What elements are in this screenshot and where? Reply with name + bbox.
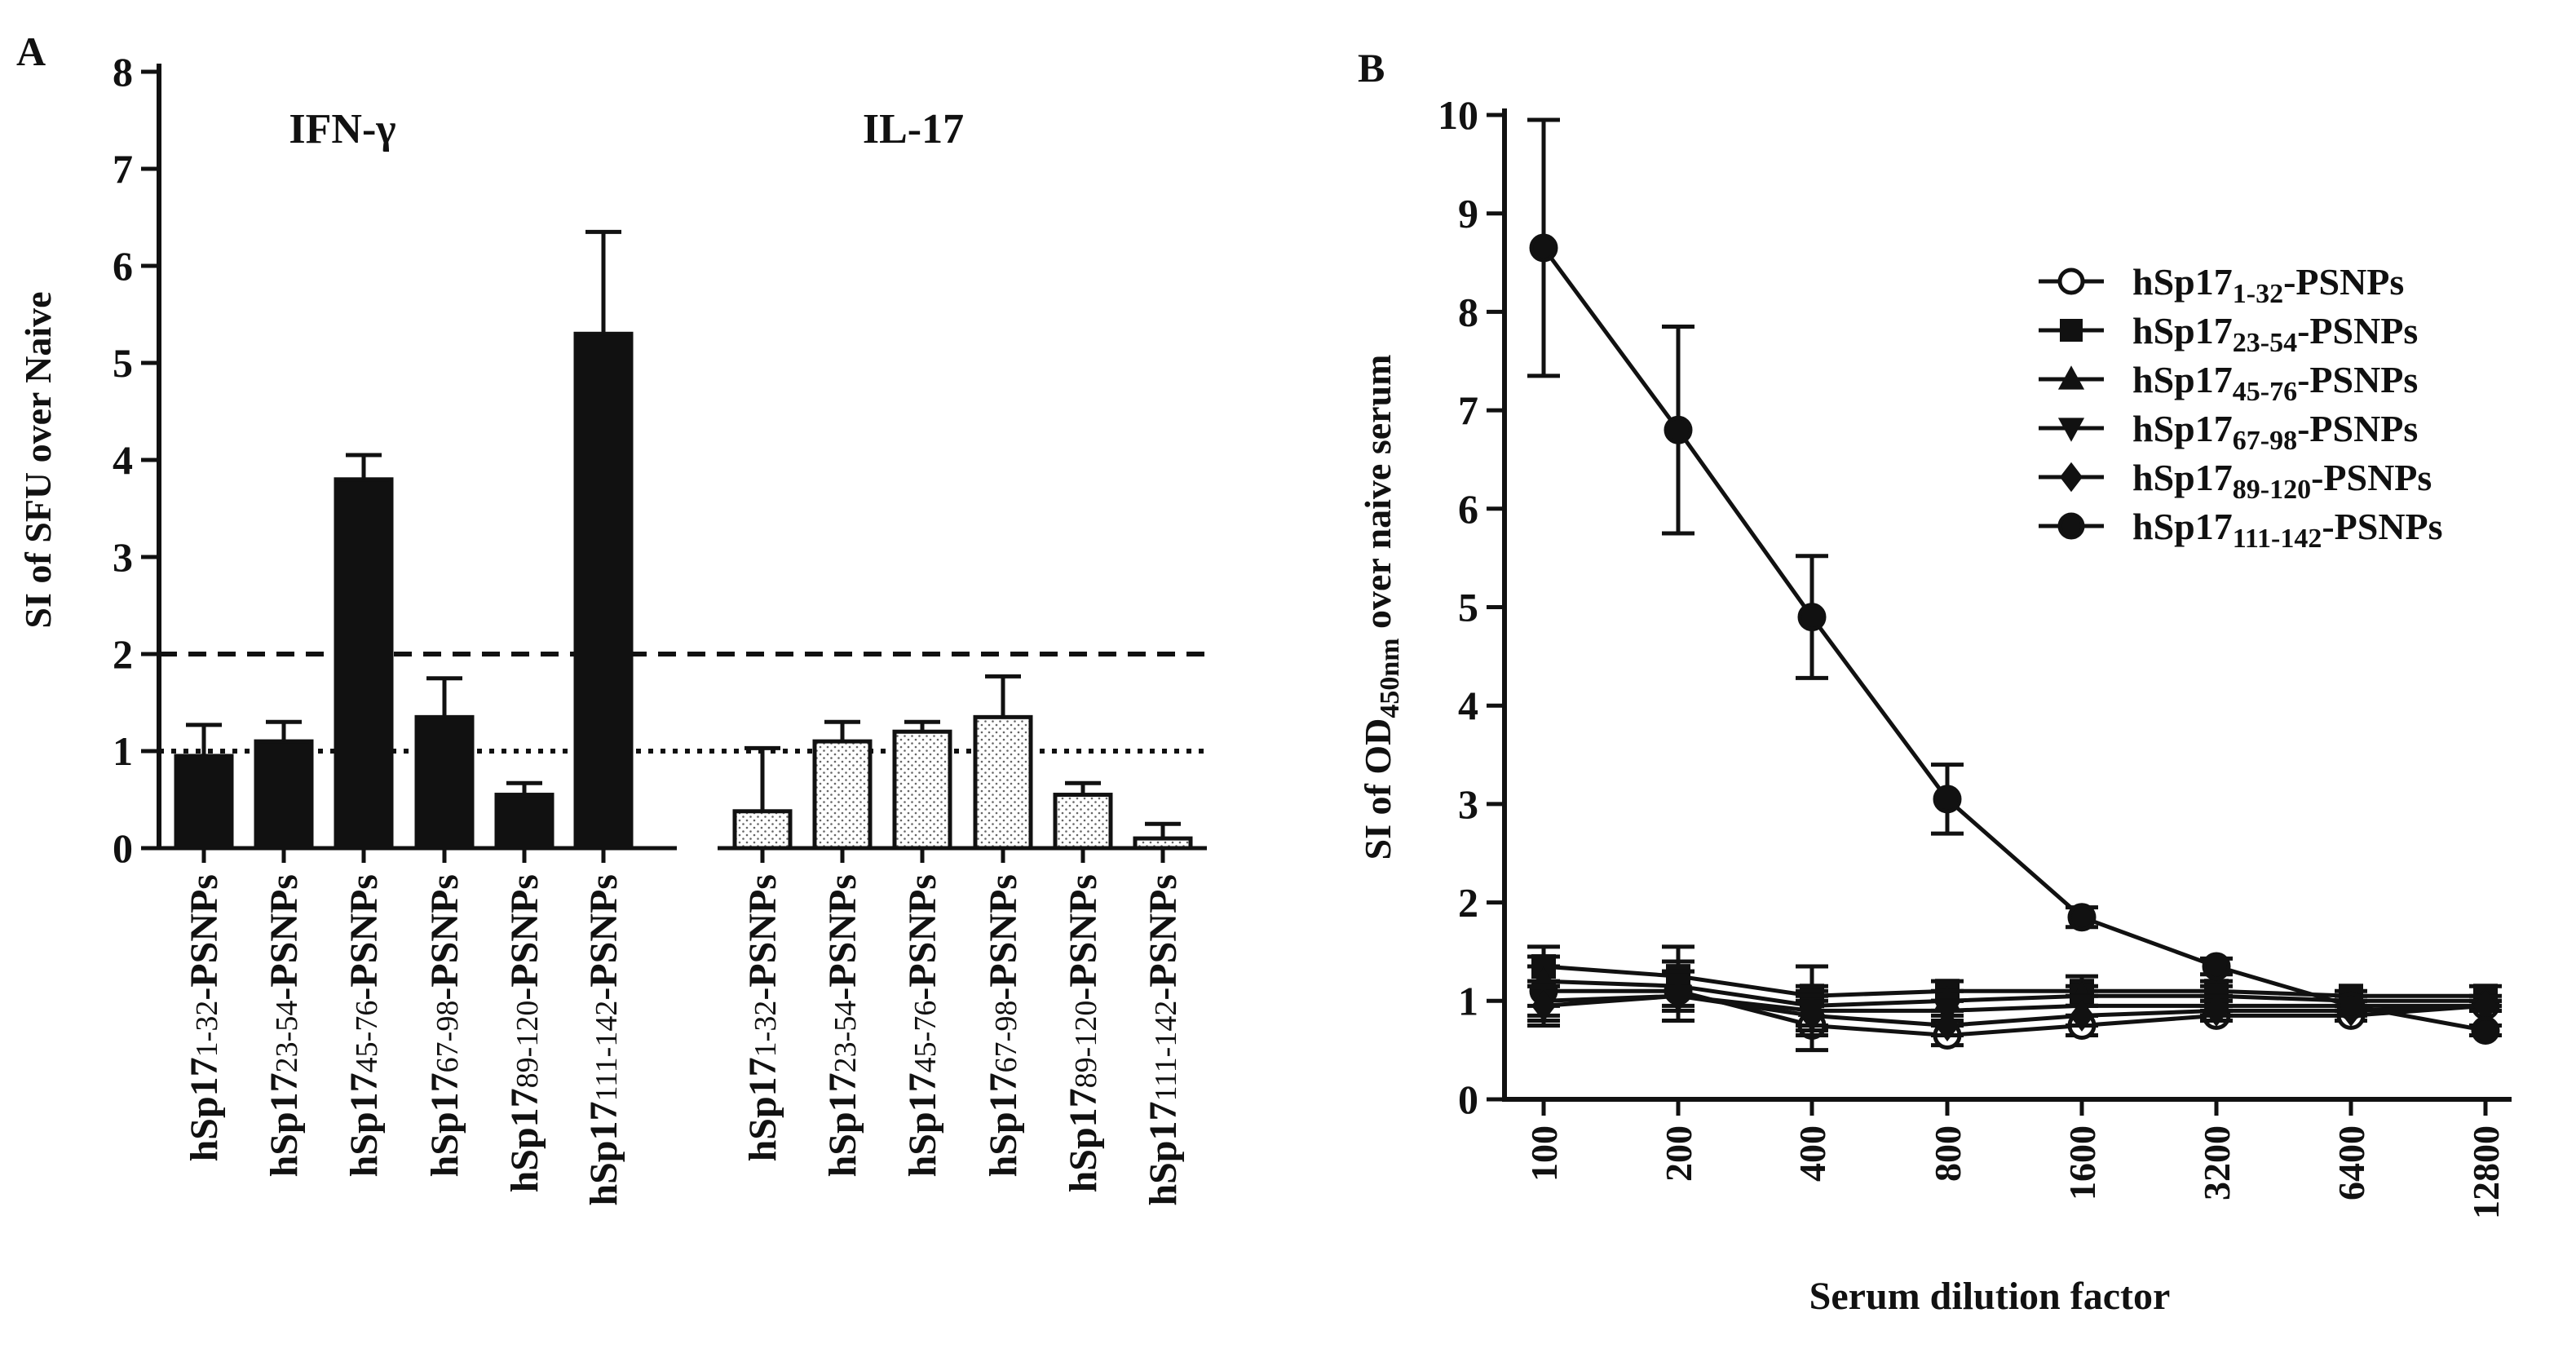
y-tick-label-b: 6: [1458, 486, 1478, 532]
x-tick-label-a: hSp1745-76-PSNPs: [342, 874, 386, 1177]
y-tick-label-b: 1: [1458, 978, 1478, 1023]
x-tick-label-a: hSp1723-54-PSNPs: [263, 874, 306, 1177]
x-tick-label-a: hSp1723-54-PSNPs: [821, 874, 864, 1177]
y-tick-label-a: 8: [113, 49, 133, 95]
legend-entry: hSp1789-120-PSNPs: [2132, 457, 2432, 505]
y-tick-label-b: 2: [1458, 880, 1478, 926]
legend-marker: [2057, 512, 2085, 540]
bar-ifn-67-98: [414, 714, 475, 851]
bar-il17-45-76: [892, 729, 952, 851]
y-tick-label-b: 4: [1458, 683, 1478, 728]
x-tick-label-b: 100: [1523, 1125, 1565, 1182]
y-tick-label-b: 8: [1458, 289, 1478, 334]
panel-label-a: A: [16, 29, 46, 74]
y-tick-label-b: 7: [1458, 387, 1478, 433]
data-point: [1933, 785, 1962, 814]
y-tick-label-b: 5: [1458, 585, 1478, 630]
data-point: [2473, 989, 2498, 1022]
x-tick-label-b: 6400: [2331, 1125, 2372, 1200]
legend-entry: hSp1767-98-PSNPs: [2132, 408, 2418, 456]
x-tick-label-b: 800: [1927, 1125, 1968, 1182]
x-tick-label-b: 12800: [2465, 1125, 2507, 1219]
y-tick-label-a: 1: [113, 728, 133, 774]
legend-marker: [2060, 462, 2083, 493]
panel-b: B 0 1 2 3 4 5 6 7 8 9 10 100 200 400 800 1600 3200 6400 128…: [1357, 45, 2512, 1318]
legend-entry: hSp17111-142-PSNPs: [2132, 506, 2443, 554]
series-line-23-54: [1543, 964, 2485, 998]
x-tick-label-a: hSp1789-120-PSNPs: [503, 874, 546, 1192]
y-tick-label-a: 2: [113, 631, 133, 677]
group-title-il-17: IL-17: [863, 106, 964, 153]
data-point: [1800, 999, 1824, 1032]
x-tick-label-a: hSp1767-98-PSNPs: [423, 874, 466, 1177]
y-tick-label-a: 6: [113, 243, 133, 289]
y-tick-label-a: 5: [113, 340, 133, 386]
data-point: [1797, 603, 1827, 632]
bar-il17-111-142: [1133, 836, 1193, 851]
bar-ifn-111-142: [573, 331, 634, 851]
x-tick-label-b: 1600: [2061, 1125, 2103, 1200]
x-tick-label-a: hSp17111-142-PSNPs: [582, 874, 625, 1206]
x-axis-label-b: Serum dilution factor: [1809, 1275, 2171, 1318]
legend-entry: hSp1723-54-PSNPs: [2132, 310, 2418, 358]
panel-label-b: B: [1358, 45, 1385, 91]
data-point: [2067, 903, 2097, 932]
legend-marker: [2057, 418, 2085, 442]
data-point: [1664, 415, 1693, 444]
bar-ifn-1-32: [174, 754, 234, 851]
x-tick-label-a: hSp1767-98-PSNPs: [982, 874, 1025, 1177]
y-tick-label-b: 10: [1438, 92, 1478, 138]
x-tick-label-a: hSp171-32-PSNPs: [741, 874, 784, 1161]
x-tick-label-b: 200: [1658, 1125, 1699, 1182]
series-line-111-142: [1541, 246, 2486, 1032]
y-tick-label-a: 0: [113, 825, 133, 871]
bar-il17-89-120: [1053, 793, 1113, 851]
data-point: [2070, 999, 2094, 1032]
y-tick-label-a: 3: [113, 534, 133, 580]
bar-il17-23-54: [812, 739, 873, 851]
bar-ifn-23-54: [254, 739, 314, 851]
legend: hSp171-32-PSNPshSp1723-54-PSNPshSp1745-7…: [2039, 261, 2443, 554]
legend-marker: [2057, 267, 2085, 295]
legend-marker: [2060, 319, 2083, 342]
data-point: [1529, 233, 1558, 263]
x-tick-label-a: hSp171-32-PSNPs: [183, 874, 226, 1161]
panel-a: A 0 1 2 3 4 5 6 7 8 SI of SFU over Naive IFN-γ hSp17…: [16, 29, 1207, 1206]
bar-il17-1-32: [732, 809, 793, 851]
legend-entry: hSp1745-76-PSNPs: [2132, 359, 2418, 407]
data-point: [1531, 989, 1556, 1022]
data-point: [2204, 994, 2229, 1027]
x-tick-label-a: hSp1745-76-PSNPs: [901, 874, 944, 1177]
x-tick-label-a: hSp1789-120-PSNPs: [1062, 874, 1105, 1192]
y-axis-label-a: SI of SFU over Naive: [17, 291, 59, 628]
x-tick-label-b: 400: [1792, 1125, 1833, 1182]
x-tick-label-a: hSp17111-142-PSNPs: [1142, 874, 1185, 1206]
bar-ifn-89-120: [494, 793, 555, 851]
bar-ifn-45-76: [334, 477, 394, 851]
y-tick-label-b: 0: [1458, 1076, 1478, 1122]
data-point: [2202, 952, 2231, 981]
y-tick-label-b: 3: [1458, 781, 1478, 827]
series-line-89-120: [1543, 993, 2486, 1028]
data-point: [2471, 1016, 2500, 1045]
y-tick-label-a: 4: [113, 437, 133, 483]
y-tick-label-b: 9: [1458, 191, 1478, 237]
legend-marker: [2057, 365, 2085, 390]
group-title-ifn-gamma: IFN-γ: [289, 106, 395, 153]
x-tick-label-b: 3200: [2196, 1125, 2238, 1200]
legend-entry: hSp171-32-PSNPs: [2132, 261, 2404, 309]
y-tick-label-a: 7: [113, 146, 133, 192]
series-111-142: [1527, 117, 2502, 1045]
y-axis-label-b: SI of OD450nm over naive serum: [1357, 355, 1405, 860]
data-point: [1666, 979, 1690, 1012]
bar-il17-67-98: [973, 714, 1033, 851]
data-point: [1935, 1009, 1960, 1041]
data-point: [2336, 991, 2366, 1020]
